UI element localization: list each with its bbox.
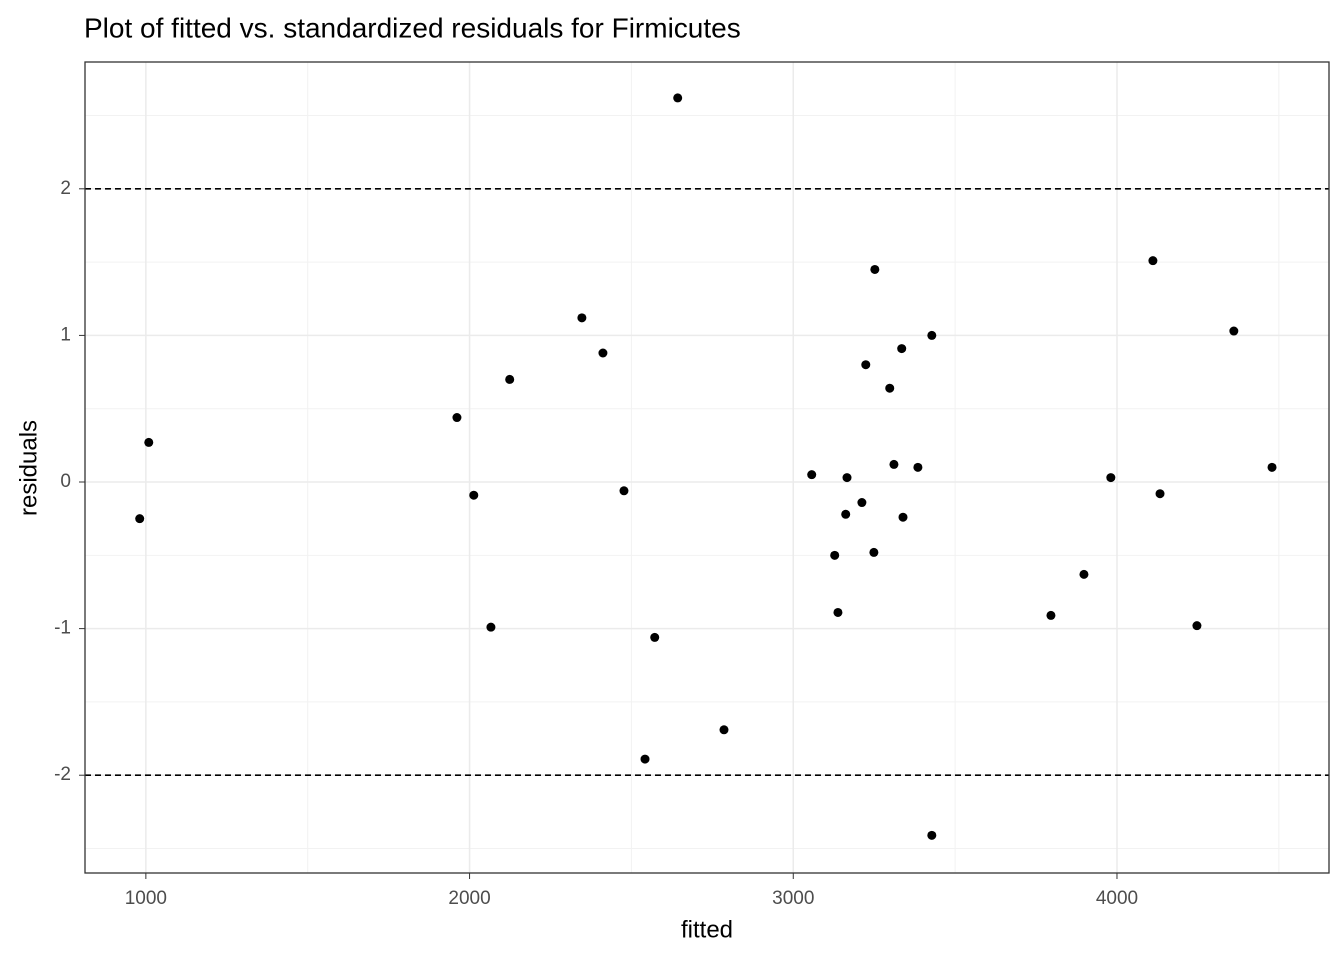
point (577, 313, 587, 323)
point (1106, 473, 1116, 483)
point (833, 607, 843, 617)
y-tick-label: 2 (60, 178, 71, 199)
x-tick-label: 2000 (448, 888, 490, 909)
point (870, 264, 880, 274)
point (869, 547, 879, 557)
point (1229, 326, 1239, 336)
y-axis-title: residuals (15, 420, 42, 516)
point (885, 383, 895, 393)
point (650, 632, 660, 642)
x-tick-label: 3000 (772, 888, 814, 909)
x-tick-label: 4000 (1096, 888, 1138, 909)
point (640, 754, 650, 764)
chart-title: Plot of fitted vs. standardized residual… (84, 12, 741, 43)
x-axis-title: fitted (681, 916, 733, 943)
point (144, 437, 154, 447)
point (619, 486, 629, 496)
point (927, 330, 937, 340)
point (486, 622, 496, 632)
point (1046, 610, 1056, 620)
point (598, 348, 608, 358)
point (898, 512, 908, 522)
y-tick-label: -1 (54, 618, 71, 639)
point (857, 498, 867, 508)
point (673, 93, 683, 103)
point (861, 360, 871, 370)
y-tick-label: 1 (60, 324, 71, 345)
point (1079, 569, 1089, 579)
point (927, 830, 937, 840)
point (889, 459, 899, 469)
point (897, 344, 907, 354)
panel-border (84, 61, 1330, 874)
point (719, 725, 729, 735)
point (842, 473, 852, 483)
point (913, 462, 923, 472)
point (1192, 621, 1202, 631)
y-tick-label: 0 (60, 471, 71, 492)
point (1267, 462, 1277, 472)
point (452, 413, 462, 423)
x-tick-label: 1000 (125, 888, 167, 909)
point (830, 550, 840, 560)
point (469, 490, 479, 500)
point (1155, 489, 1165, 499)
point (135, 514, 145, 524)
point (1148, 256, 1158, 266)
point (841, 509, 851, 519)
point (505, 374, 515, 384)
point (807, 470, 817, 480)
y-tick-label: -2 (54, 764, 71, 785)
